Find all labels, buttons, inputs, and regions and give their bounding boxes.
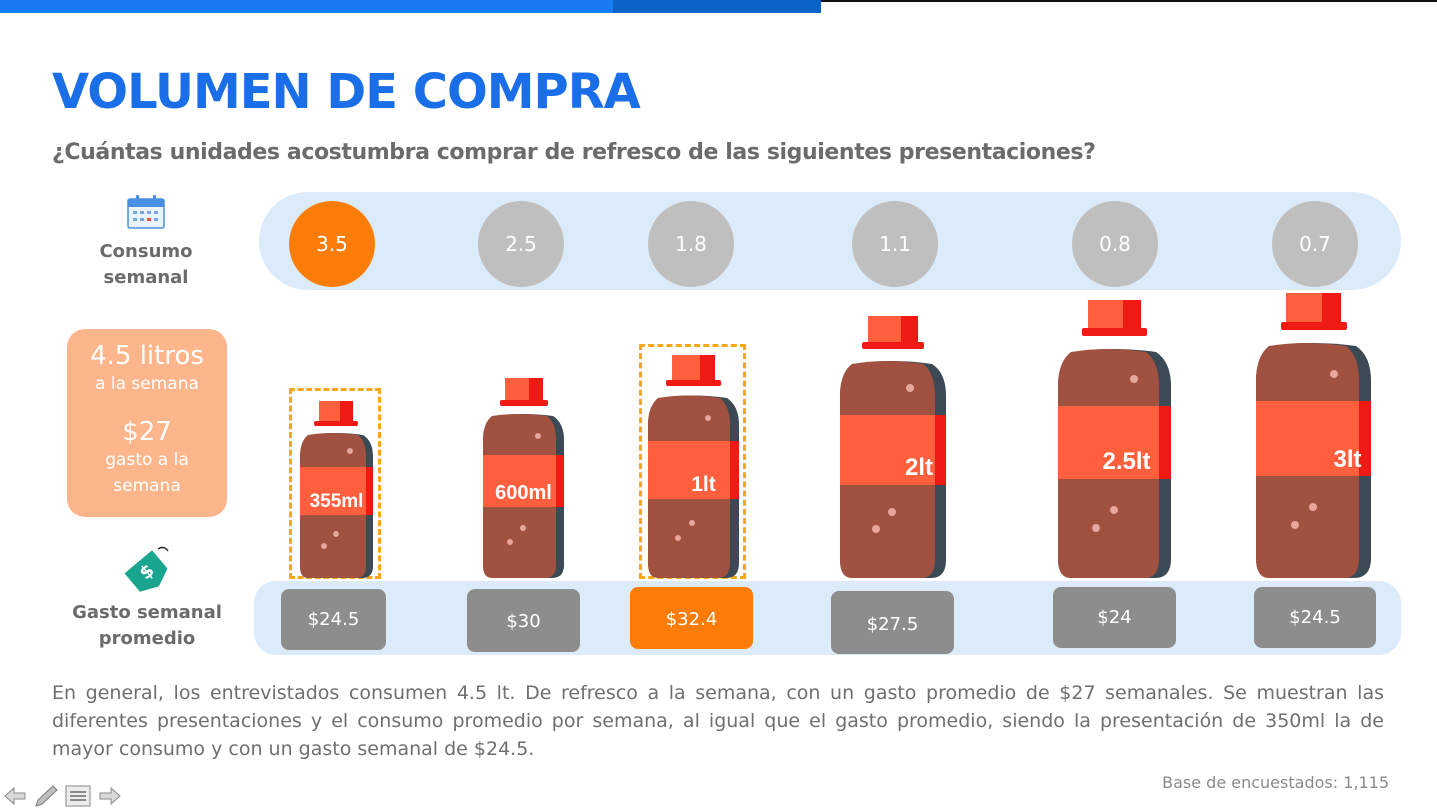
bottle-3lt: 3lt bbox=[1256, 293, 1371, 578]
price-box-3lt: $24.5 bbox=[1254, 587, 1376, 648]
bottle-3lt-label: 3lt bbox=[1333, 446, 1362, 473]
bottle-2lt-label: 2lt bbox=[904, 454, 933, 481]
page-subtitle: ¿Cuántas unidades acostumbra comprar de … bbox=[52, 140, 1096, 165]
bottle-355ml: 355ml bbox=[300, 401, 373, 578]
bottle-2-5lt-label: 2.5lt bbox=[1102, 448, 1151, 475]
spend-band bbox=[254, 581, 1401, 655]
bottle-2lt: 2lt bbox=[840, 316, 946, 578]
consumption-circle-600ml: 2.5 bbox=[478, 201, 564, 287]
price-box-2-5lt: $24 bbox=[1053, 587, 1176, 648]
consumption-band bbox=[259, 192, 1401, 290]
bottle-355ml-label: 355ml bbox=[309, 491, 364, 512]
sample-base-note: Base de encuestados: 1,115 bbox=[1162, 773, 1389, 792]
nav-forward-icon[interactable] bbox=[97, 784, 123, 808]
price-box-2lt: $27.5 bbox=[831, 591, 954, 654]
bottle-1lt: 1lt bbox=[648, 355, 739, 578]
nav-back-icon[interactable] bbox=[3, 784, 27, 808]
price-box-600ml: $30 bbox=[467, 589, 580, 652]
top-rule bbox=[821, 0, 1437, 2]
summary-spend: $27 bbox=[122, 417, 172, 447]
summary-liters: 4.5 litros bbox=[90, 341, 204, 371]
bottle-2lt-shape bbox=[840, 316, 946, 578]
summary-spend-caption-2: semana bbox=[113, 476, 181, 496]
consumption-circle-2lt: 1.1 bbox=[852, 201, 938, 287]
summary-spend-caption-1: gasto a la bbox=[105, 450, 189, 470]
spend-label-line-1: Gasto semanal bbox=[72, 602, 222, 623]
top-accent-bar-dark bbox=[613, 0, 821, 13]
bottle-355ml-shape bbox=[300, 401, 373, 578]
consumption-label-line-2: semanal bbox=[103, 267, 189, 288]
weekly-summary-card: 4.5 litros a la semana $27 gasto a la se… bbox=[67, 329, 227, 517]
pen-icon[interactable] bbox=[33, 784, 61, 808]
price-box-355ml: $24.5 bbox=[281, 589, 386, 650]
page-title: VOLUMEN DE COMPRA bbox=[52, 64, 641, 120]
top-accent-bar bbox=[0, 0, 613, 13]
menu-icon[interactable] bbox=[64, 784, 92, 808]
price-tag-icon: $ bbox=[124, 546, 169, 592]
price-box-1lt: $32.4 bbox=[630, 587, 753, 649]
consumption-circle-2-5lt: 0.8 bbox=[1072, 201, 1158, 287]
consumption-circle-1lt: 1.8 bbox=[648, 201, 734, 287]
summary-liters-caption: a la semana bbox=[95, 374, 199, 394]
spend-label: Gasto semanal promedio bbox=[70, 600, 224, 652]
consumption-label-line-1: Consumo bbox=[99, 241, 193, 262]
consumption-label: Consumo semanal bbox=[90, 239, 202, 291]
spend-label-line-2: promedio bbox=[98, 628, 196, 649]
bottle-3lt-shape bbox=[1256, 293, 1371, 578]
description-paragraph: En general, los entrevistados consumen 4… bbox=[52, 682, 1384, 760]
bottle-1lt-shape bbox=[648, 355, 739, 578]
bottle-600ml: 600ml bbox=[483, 378, 564, 578]
bottle-2-5lt: 2.5lt bbox=[1058, 300, 1171, 578]
bottle-2-5lt-shape bbox=[1058, 300, 1171, 578]
calendar-icon bbox=[127, 195, 165, 229]
consumption-circle-3lt: 0.7 bbox=[1272, 201, 1358, 287]
bottle-600ml-label: 600ml bbox=[495, 482, 552, 504]
bottle-600ml-shape bbox=[483, 378, 564, 578]
bottle-1lt-label: 1lt bbox=[691, 473, 716, 496]
consumption-circle-355ml: 3.5 bbox=[289, 201, 375, 287]
